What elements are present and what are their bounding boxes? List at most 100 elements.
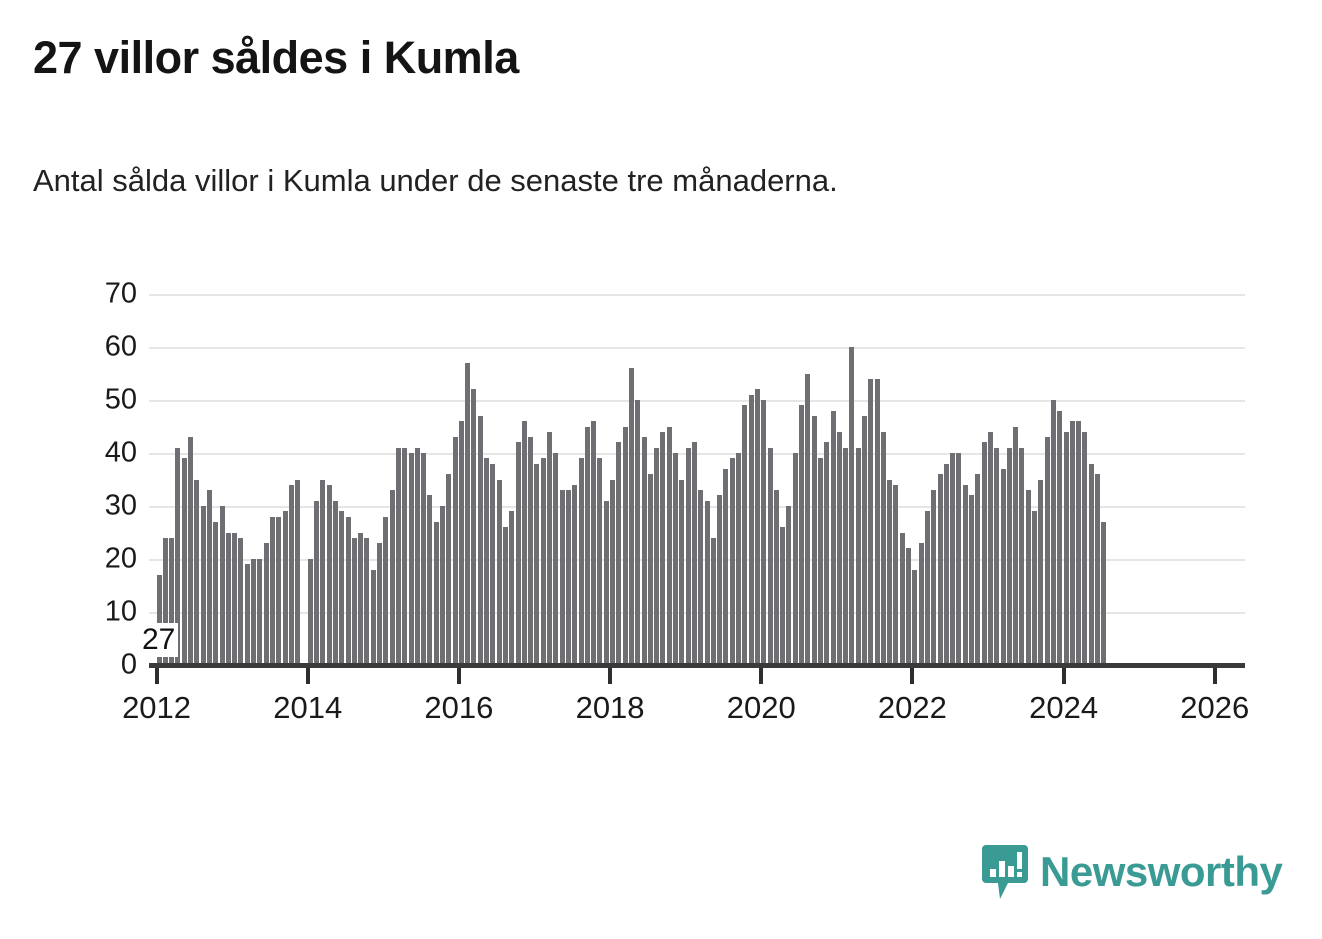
bar bbox=[1069, 421, 1075, 665]
bar bbox=[1032, 511, 1038, 665]
bar bbox=[414, 447, 420, 665]
bar bbox=[1063, 431, 1069, 665]
bar bbox=[345, 516, 351, 665]
bar bbox=[710, 537, 716, 665]
bar bbox=[244, 564, 250, 665]
bar bbox=[887, 479, 893, 665]
bar bbox=[647, 474, 653, 665]
bar bbox=[1057, 410, 1063, 665]
bar bbox=[956, 453, 962, 665]
bar bbox=[484, 458, 490, 665]
bar bbox=[307, 559, 313, 665]
bar bbox=[761, 400, 767, 665]
bar bbox=[780, 527, 786, 665]
bar bbox=[635, 400, 641, 665]
bar bbox=[490, 463, 496, 665]
x-axis-line bbox=[149, 663, 1245, 668]
bar bbox=[559, 490, 565, 665]
bar bbox=[591, 421, 597, 665]
bar bbox=[817, 458, 823, 665]
gridline bbox=[149, 294, 1245, 296]
bar bbox=[1082, 431, 1088, 665]
gridline bbox=[149, 506, 1245, 508]
bar bbox=[811, 415, 817, 665]
x-axis-tick bbox=[1212, 668, 1217, 684]
bar bbox=[364, 537, 370, 665]
bar bbox=[326, 484, 332, 665]
bar bbox=[748, 394, 754, 665]
bar bbox=[439, 506, 445, 665]
bar bbox=[792, 453, 798, 665]
bar bbox=[314, 500, 320, 665]
bar bbox=[553, 453, 559, 665]
bar bbox=[389, 490, 395, 665]
bar bbox=[1006, 447, 1012, 665]
bar bbox=[679, 479, 685, 665]
chart-bars bbox=[149, 294, 1245, 665]
y-axis-tick-label: 40 bbox=[104, 436, 137, 469]
bar bbox=[862, 415, 867, 665]
bar bbox=[1088, 463, 1094, 665]
x-axis-tick-label: 2012 bbox=[122, 690, 192, 725]
x-axis-tick-label: 2020 bbox=[726, 690, 796, 725]
bar bbox=[943, 463, 949, 665]
bar bbox=[723, 468, 729, 665]
bar bbox=[282, 511, 288, 665]
bar bbox=[843, 447, 849, 665]
bar bbox=[257, 559, 263, 665]
bar bbox=[899, 532, 905, 665]
bar bbox=[471, 389, 477, 665]
bar bbox=[742, 405, 748, 665]
bar bbox=[251, 559, 257, 665]
bar bbox=[1076, 421, 1082, 665]
newsworthy-logo: Newsworthy bbox=[982, 845, 1283, 899]
bar bbox=[169, 537, 175, 665]
gridline bbox=[149, 453, 1245, 455]
bar bbox=[660, 431, 666, 665]
bar bbox=[339, 511, 345, 665]
bar bbox=[408, 453, 414, 665]
bar bbox=[754, 389, 760, 665]
bar-value-label: 27 bbox=[139, 623, 179, 657]
page-title: 27 villor såldes i Kumla bbox=[33, 32, 519, 83]
bar bbox=[704, 500, 710, 665]
bar bbox=[874, 378, 880, 665]
bar bbox=[377, 543, 382, 665]
bar bbox=[188, 437, 194, 665]
bar bbox=[597, 458, 603, 665]
bar bbox=[263, 543, 269, 665]
bar bbox=[924, 511, 930, 665]
bar bbox=[937, 474, 943, 665]
bar bbox=[975, 474, 981, 665]
y-axis-tick-label: 60 bbox=[104, 330, 137, 363]
x-axis-tick bbox=[910, 668, 915, 684]
bar bbox=[1038, 479, 1044, 665]
bar bbox=[729, 458, 735, 665]
bar bbox=[534, 463, 540, 665]
bar bbox=[685, 447, 691, 665]
bar bbox=[628, 368, 634, 665]
bar bbox=[603, 500, 609, 665]
bar bbox=[830, 410, 836, 665]
bar bbox=[969, 495, 975, 665]
bar bbox=[225, 532, 231, 665]
bar bbox=[332, 500, 338, 665]
chart-gridlines bbox=[149, 294, 1245, 667]
bar bbox=[849, 347, 855, 665]
bar bbox=[383, 516, 389, 665]
bar bbox=[477, 415, 483, 665]
bar bbox=[1044, 437, 1050, 665]
bar bbox=[962, 484, 968, 665]
bar bbox=[906, 548, 912, 665]
x-axis-tick-label: 2014 bbox=[273, 690, 343, 725]
gridline bbox=[149, 559, 1245, 561]
bar bbox=[528, 437, 534, 665]
bar bbox=[458, 421, 464, 665]
bar bbox=[616, 442, 622, 665]
bar bbox=[893, 484, 899, 665]
bar bbox=[1013, 426, 1019, 665]
bar bbox=[565, 490, 571, 665]
bar bbox=[276, 516, 282, 665]
bar bbox=[465, 362, 471, 665]
